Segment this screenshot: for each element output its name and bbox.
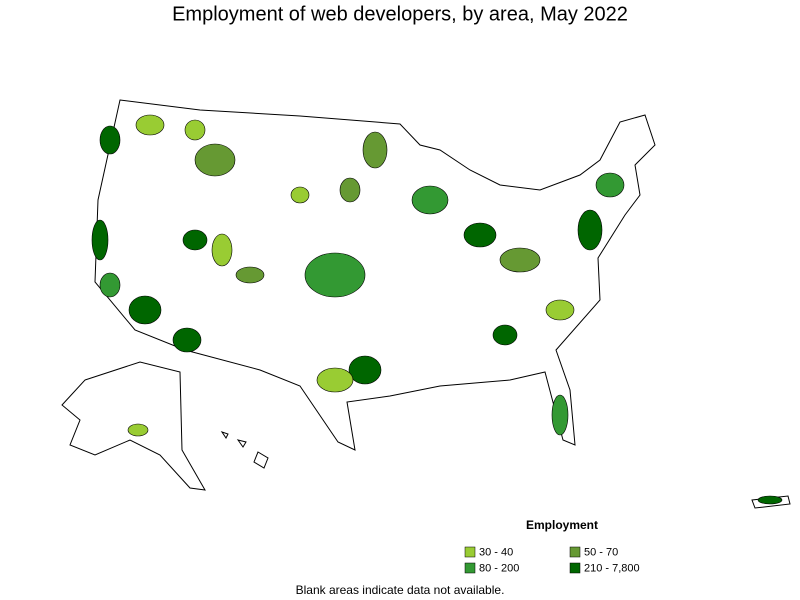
map-area — [135, 114, 165, 136]
map-area — [211, 233, 233, 267]
map-area — [411, 185, 449, 215]
legend-swatch — [569, 546, 581, 558]
map-title: Employment of web developers, by area, M… — [172, 3, 628, 25]
map-area — [99, 272, 121, 298]
map-areas — [91, 114, 783, 505]
map-area — [128, 295, 162, 325]
map-area — [545, 299, 575, 321]
map-area — [91, 219, 109, 261]
map-area — [551, 394, 569, 436]
map-area — [463, 222, 497, 248]
legend-label: 50 - 70 — [584, 546, 618, 558]
map-area — [184, 119, 206, 141]
map-area — [127, 423, 149, 437]
legend-swatch — [464, 546, 476, 558]
legend-label: 30 - 40 — [479, 546, 513, 558]
map-area — [316, 367, 354, 393]
map-area — [304, 252, 366, 298]
legend-label: 80 - 200 — [479, 562, 519, 574]
map — [61, 99, 791, 509]
legend-swatch — [464, 562, 476, 574]
map-area — [577, 209, 603, 251]
legend-swatch — [569, 562, 581, 574]
map-area — [492, 324, 518, 346]
map-area — [235, 266, 265, 284]
map-area — [99, 125, 121, 155]
legend-label: 210 - 7,800 — [584, 562, 640, 574]
legend: Employment 30 - 40 50 - 70 80 - 200 210 - 7… — [464, 518, 640, 574]
hawaii — [220, 431, 269, 469]
map-area — [194, 143, 236, 177]
map-area — [362, 131, 388, 169]
map-area — [172, 327, 202, 353]
map-area — [290, 186, 310, 204]
map-area — [595, 172, 625, 198]
map-area — [757, 495, 783, 505]
contiguous-us — [94, 99, 656, 451]
footnote: Blank areas indicate data not available. — [296, 583, 505, 597]
map-area — [348, 355, 382, 385]
map-area — [339, 177, 361, 203]
map-area — [499, 247, 541, 273]
legend-items: 30 - 40 50 - 70 80 - 200 210 - 7,800 — [464, 546, 640, 574]
legend-title: Employment — [526, 518, 598, 532]
map-area — [182, 229, 208, 251]
